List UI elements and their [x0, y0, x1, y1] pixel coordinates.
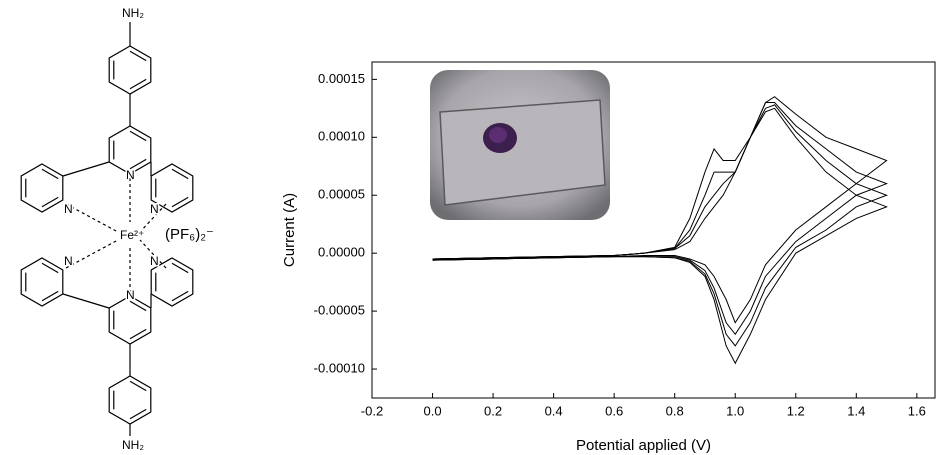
double-bond [171, 262, 189, 274]
double-bond [171, 196, 189, 208]
cv-curve [432, 104, 888, 347]
x-tick-label: 1.0 [726, 403, 744, 418]
y-tick-label: -0.00010 [314, 360, 365, 375]
double-bond [41, 168, 59, 180]
bond [139, 203, 167, 233]
double-bond [129, 380, 147, 392]
double-bond [171, 290, 189, 302]
x-tick-label: 0.8 [666, 403, 684, 418]
double-bond [129, 78, 147, 90]
bond [62, 161, 110, 177]
bond [65, 203, 119, 233]
y-tick-label: -0.00005 [314, 303, 365, 318]
x-tick-label: 1.4 [847, 403, 865, 418]
ring [150, 257, 194, 307]
ring [108, 45, 152, 95]
x-tick-label: 1.2 [787, 403, 805, 418]
ring [20, 163, 64, 213]
y-tick-label: 0.00010 [318, 129, 365, 144]
x-tick-label: 0.2 [484, 403, 502, 418]
cv-curve [432, 96, 888, 324]
double-bond [171, 168, 189, 180]
molecule-structure: NH₂ NH₂ (PF₆)₂⁻ N N N N N N Fe²⁺ [20, 6, 214, 452]
ring [108, 295, 152, 345]
bond [65, 239, 119, 269]
cv-curve [432, 102, 888, 336]
nitrogen-label: N [64, 254, 73, 268]
double-bond [129, 300, 147, 312]
y-tick-label: 0.00005 [318, 187, 365, 202]
y-axis-title: Current (A) [281, 193, 298, 267]
x-axis-title: Potential applied (V) [576, 437, 711, 454]
double-bond [129, 130, 147, 142]
ring [108, 375, 152, 425]
glass-slide [439, 99, 606, 206]
amine-label: NH₂ [122, 438, 144, 452]
double-bond [129, 408, 147, 420]
double-bond [129, 50, 147, 62]
x-tick-label: 0.0 [423, 403, 441, 418]
nitrogen-label: N [64, 202, 73, 216]
ring [108, 125, 152, 175]
x-tick-label: -0.2 [361, 403, 383, 418]
metal-label: Fe²⁺ [120, 228, 144, 242]
bond [62, 293, 110, 309]
double-bond [41, 290, 59, 302]
film-spot-center [489, 127, 507, 143]
nitrogen-label: N [150, 202, 159, 216]
nitrogen-label: N [126, 288, 135, 302]
x-tick-label: 0.4 [545, 403, 563, 418]
double-bond [41, 262, 59, 274]
y-tick-label: 0.00015 [318, 71, 365, 86]
nitrogen-label: N [126, 168, 135, 182]
nitrogen-label: N [150, 254, 159, 268]
y-tick-label: 0.00000 [318, 245, 365, 260]
double-bond [129, 328, 147, 340]
ring [20, 257, 64, 307]
amine-label: NH₂ [122, 6, 144, 20]
double-bond [41, 196, 59, 208]
bond [139, 239, 167, 269]
x-tick-label: 1.6 [908, 403, 926, 418]
plot-frame [371, 61, 936, 399]
double-bond [129, 158, 147, 170]
inset-photo [430, 70, 610, 220]
counterion-label: (PF₆)₂⁻ [165, 226, 214, 243]
cv-curve [432, 107, 888, 365]
x-tick-label: 0.6 [605, 403, 623, 418]
